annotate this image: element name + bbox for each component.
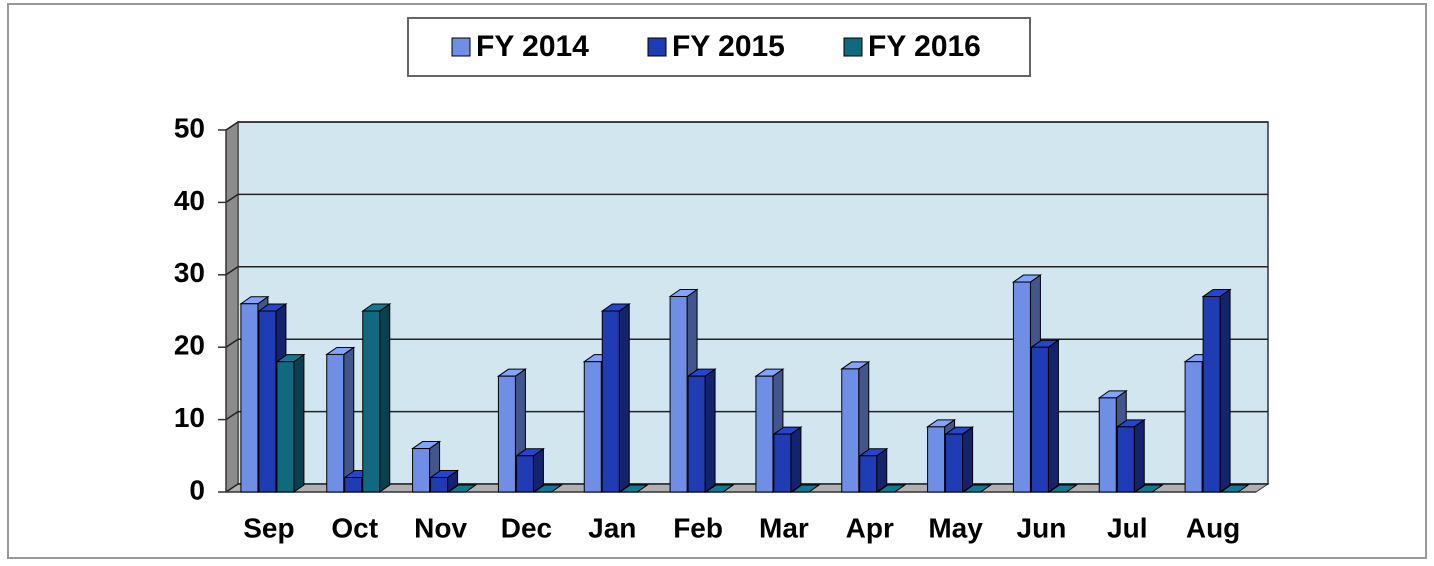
bar — [515, 455, 534, 493]
bar — [601, 310, 620, 493]
x-tick-label: Aug — [1186, 512, 1240, 543]
bar-top — [1219, 484, 1250, 493]
bar — [687, 375, 706, 493]
bar — [583, 361, 602, 493]
x-tick-label: May — [928, 512, 983, 543]
bar-side — [1219, 288, 1231, 493]
legend-swatch — [451, 37, 471, 57]
x-tick-label: Nov — [414, 512, 467, 543]
bar-top — [876, 484, 907, 493]
bar-top — [790, 484, 821, 493]
legend-label: FY 2016 — [868, 30, 981, 63]
bar — [362, 310, 381, 493]
bar — [1098, 397, 1117, 493]
legend-label: FY 2014 — [476, 30, 589, 63]
y-tick-label: 30 — [174, 257, 205, 288]
y-tick-label: 40 — [174, 185, 205, 216]
bar — [773, 433, 792, 493]
legend-label: FY 2015 — [672, 30, 785, 63]
bar — [326, 353, 345, 493]
grid-line — [225, 338, 1268, 348]
legend-swatch — [843, 37, 863, 57]
bar-top — [532, 484, 564, 493]
grid-line — [225, 410, 1268, 421]
bar — [859, 455, 878, 493]
x-tick-label: Oct — [331, 512, 378, 543]
bar-side — [379, 303, 391, 493]
bar-top — [446, 484, 478, 493]
y-tick-label: 50 — [174, 112, 205, 143]
bar — [497, 375, 516, 493]
bar-side — [343, 346, 355, 493]
bar — [841, 368, 860, 493]
bar — [430, 477, 449, 493]
grid-line — [225, 483, 1268, 493]
bar — [344, 477, 363, 493]
bar-side — [962, 426, 974, 493]
bar — [945, 433, 964, 493]
x-tick-label: Apr — [846, 512, 894, 543]
y-tick-label: 20 — [174, 330, 205, 361]
bar-side — [704, 368, 716, 493]
y-tick-label: 10 — [174, 402, 205, 433]
bar — [755, 375, 774, 493]
bar — [1202, 296, 1221, 493]
y-tick-label: 0 — [189, 474, 205, 505]
bar — [412, 448, 431, 493]
grid-line — [225, 193, 1268, 204]
bar — [240, 303, 259, 493]
side-wall — [225, 121, 239, 493]
bar — [1184, 361, 1203, 493]
bar-top — [1047, 484, 1079, 493]
legend-swatch — [647, 37, 667, 57]
bar-top — [961, 484, 993, 493]
bar — [1116, 426, 1135, 493]
legend-box — [407, 17, 1031, 77]
bar — [1012, 281, 1031, 493]
bar-side — [790, 426, 802, 493]
bar — [1030, 346, 1049, 493]
bar — [927, 426, 946, 493]
bar-side — [1133, 418, 1145, 493]
x-tick-label: Sep — [243, 512, 294, 543]
x-tick-label: Dec — [501, 512, 552, 543]
bar-top — [1133, 484, 1164, 493]
bar-side — [293, 353, 305, 493]
x-tick-label: Jan — [588, 512, 636, 543]
x-tick-label: Feb — [673, 512, 723, 543]
grid-line — [225, 266, 1268, 276]
x-tick-label: Mar — [759, 512, 809, 543]
grid-line — [225, 121, 1268, 131]
bar — [258, 310, 277, 493]
bar-top — [704, 484, 735, 493]
bar-side — [618, 303, 630, 493]
x-tick-label: Jul — [1107, 512, 1147, 543]
bar — [669, 296, 688, 493]
bar-side — [1047, 339, 1059, 493]
bar — [276, 361, 295, 493]
bar-top — [618, 484, 649, 493]
x-tick-label: Jun — [1017, 512, 1067, 543]
